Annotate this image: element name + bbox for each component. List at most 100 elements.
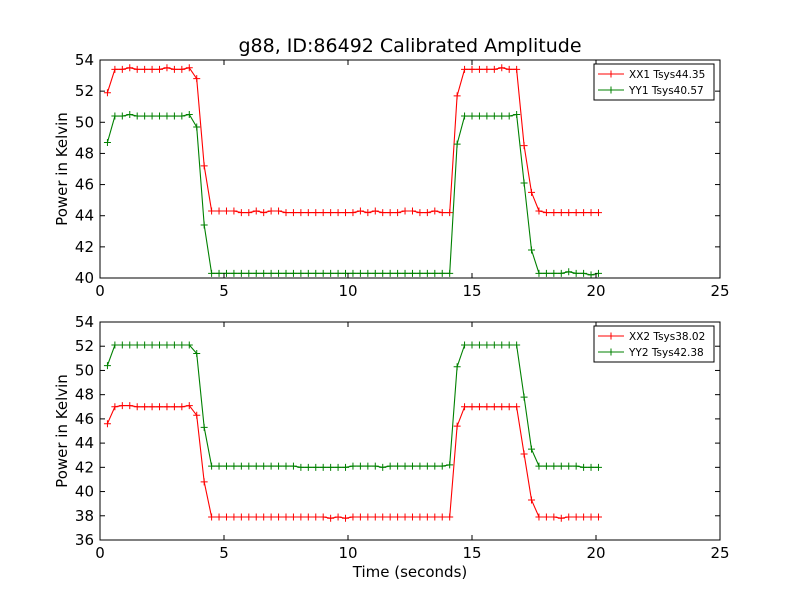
y-tick-label: 42	[75, 458, 94, 476]
data-point-marker	[141, 65, 149, 73]
data-point-marker	[111, 112, 119, 120]
data-point-marker	[141, 341, 149, 349]
data-point-marker	[289, 269, 297, 277]
data-point-marker	[297, 513, 305, 521]
data-point-marker	[446, 513, 454, 521]
data-point-marker	[133, 341, 141, 349]
data-point-marker	[498, 341, 506, 349]
data-point-marker	[327, 514, 335, 522]
legend-marker	[607, 70, 615, 78]
data-point-marker	[594, 513, 602, 521]
data-point-marker	[535, 269, 543, 277]
data-point-marker	[386, 462, 394, 470]
data-point-marker	[163, 112, 171, 120]
data-point-marker	[193, 411, 201, 419]
data-point-marker	[505, 112, 513, 120]
data-point-marker	[297, 463, 305, 471]
data-point-marker	[148, 341, 156, 349]
y-tick-label: 46	[75, 410, 94, 428]
data-point-marker	[163, 64, 171, 72]
data-point-marker	[200, 478, 208, 486]
data-point-marker	[557, 514, 565, 522]
legend-label: YY1 Tsys40.57	[628, 85, 704, 97]
x-axis-label: Time (seconds)	[352, 563, 468, 581]
data-point-marker	[550, 209, 558, 217]
data-point-marker	[498, 64, 506, 72]
data-point-marker	[394, 209, 402, 217]
data-point-marker	[141, 112, 149, 120]
legend-label: YY2 Tsys42.38	[628, 347, 704, 359]
data-point-marker	[289, 513, 297, 521]
data-point-marker	[170, 403, 178, 411]
data-point-marker	[542, 269, 550, 277]
data-point-marker	[572, 269, 580, 277]
data-point-marker	[453, 422, 461, 430]
data-point-marker	[475, 112, 483, 120]
data-point-marker	[133, 112, 141, 120]
data-point-marker	[297, 209, 305, 217]
plot-frame	[99, 59, 721, 279]
data-point-marker	[483, 65, 491, 73]
data-point-marker	[275, 513, 283, 521]
data-point-marker	[408, 462, 416, 470]
x-tick-label: 25	[710, 282, 729, 300]
data-point-marker	[222, 513, 230, 521]
data-point-marker	[103, 362, 111, 370]
data-point-marker	[416, 462, 424, 470]
data-point-marker	[178, 112, 186, 120]
data-point-marker	[535, 513, 543, 521]
data-point-marker	[371, 462, 379, 470]
data-point-marker	[230, 513, 238, 521]
data-point-marker	[282, 513, 290, 521]
y-tick-label: 40	[75, 483, 94, 501]
data-point-marker	[542, 513, 550, 521]
data-point-marker	[483, 341, 491, 349]
data-point-marker	[289, 462, 297, 470]
data-point-marker	[156, 65, 164, 73]
data-point-marker	[386, 513, 394, 521]
data-point-marker	[520, 450, 528, 458]
y-tick-label: 44	[75, 434, 94, 452]
data-point-marker	[156, 112, 164, 120]
data-point-marker	[520, 179, 528, 187]
data-point-marker	[528, 188, 536, 196]
data-point-marker	[408, 207, 416, 215]
data-point-marker	[401, 513, 409, 521]
data-point-marker	[237, 462, 245, 470]
data-point-marker	[528, 496, 536, 504]
y-tick-label: 54	[75, 51, 94, 69]
data-point-marker	[572, 513, 580, 521]
x-tick-label: 20	[586, 544, 605, 562]
data-point-marker	[513, 111, 521, 118]
data-point-marker	[297, 269, 305, 277]
data-point-marker	[342, 209, 350, 217]
data-point-marker	[580, 463, 588, 471]
data-point-marker	[446, 269, 454, 277]
data-point-marker	[304, 463, 312, 471]
data-point-marker	[126, 64, 134, 72]
x-tick-label: 10	[338, 282, 357, 300]
data-point-marker	[386, 209, 394, 217]
data-point-marker	[565, 462, 573, 470]
data-point-marker	[587, 271, 595, 279]
data-point-marker	[461, 403, 469, 411]
data-point-marker	[275, 269, 283, 277]
data-point-marker	[103, 420, 111, 428]
data-point-marker	[245, 462, 253, 470]
data-point-marker	[141, 403, 149, 411]
data-point-marker	[245, 209, 253, 217]
data-point-marker	[178, 341, 186, 349]
data-point-marker	[461, 112, 469, 120]
data-point-marker	[557, 209, 565, 217]
data-point-marker	[461, 65, 469, 73]
data-point-marker	[408, 513, 416, 521]
data-point-marker	[260, 513, 268, 521]
data-point-marker	[550, 269, 558, 277]
y-tick-label: 52	[75, 82, 94, 100]
data-point-marker	[245, 269, 253, 277]
data-point-marker	[178, 65, 186, 73]
data-point-marker	[193, 349, 201, 357]
data-point-marker	[222, 207, 230, 215]
y-tick-label: 52	[75, 337, 94, 355]
